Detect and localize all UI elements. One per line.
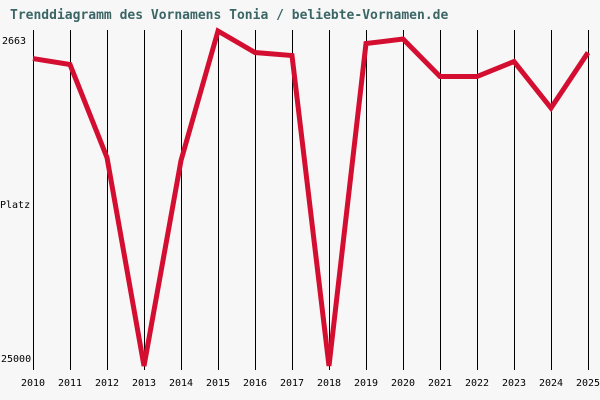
- y-axis-bottom-tick-label: 25000: [1, 354, 32, 365]
- y-axis-title: Platz: [0, 200, 31, 211]
- chart-title: Trenddiagramm des Vornamens Tonia / beli…: [10, 8, 449, 23]
- x-tick-label: 2018: [317, 378, 341, 389]
- x-tick-label: 2022: [465, 378, 489, 389]
- x-tick-label: 2020: [391, 378, 415, 389]
- x-tick-label: 2017: [280, 378, 304, 389]
- x-tick-label: 2010: [21, 378, 45, 389]
- y-axis-top-tick-label: 2663: [2, 36, 27, 47]
- x-tick-label: 2015: [206, 378, 230, 389]
- x-tick-label: 2013: [132, 378, 156, 389]
- trend-line: [32, 27, 591, 367]
- x-tick-label: 2016: [243, 378, 267, 389]
- x-tick-label: 2012: [95, 378, 119, 389]
- x-tick-label: 2014: [169, 378, 193, 389]
- x-tick-label: 2011: [58, 378, 82, 389]
- x-tick-label: 2023: [502, 378, 526, 389]
- x-tick-label: 2019: [354, 378, 378, 389]
- x-tick-label: 2025: [576, 378, 600, 389]
- x-tick-label: 2024: [539, 378, 563, 389]
- x-tick-label: 2021: [428, 378, 452, 389]
